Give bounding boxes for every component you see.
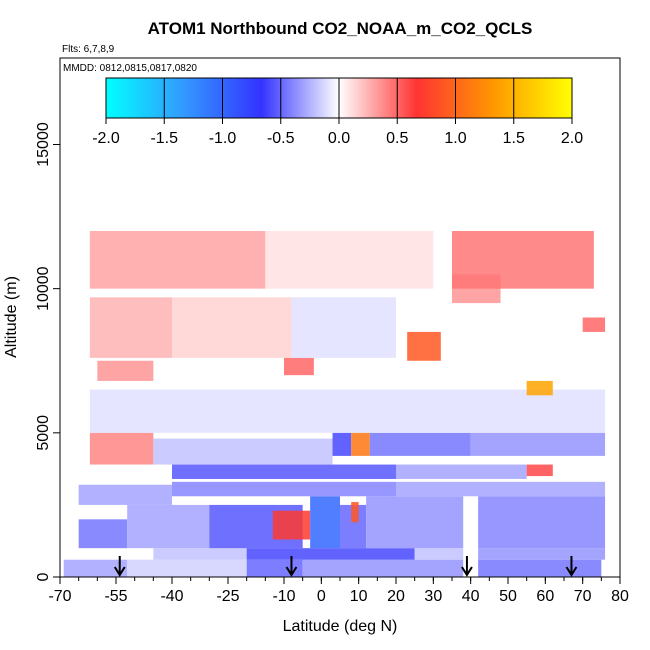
chart-title: ATOM1 Northbound CO2_NOAA_m_CO2_QCLS xyxy=(148,19,533,38)
heatmap-cell xyxy=(89,389,606,433)
x-tick-label: 10 xyxy=(350,588,368,605)
heatmap-cell xyxy=(351,432,370,456)
heatmap-cell xyxy=(63,559,128,577)
heatmap-cell xyxy=(396,481,606,497)
heatmap-cell xyxy=(127,559,247,577)
profile-markers xyxy=(113,556,578,577)
x-tick-label: 60 xyxy=(536,588,554,605)
y-tick-label: 5000 xyxy=(35,415,52,451)
heatmap-cell xyxy=(478,496,606,549)
heatmap-cell xyxy=(396,464,527,479)
heatmap-cell xyxy=(172,297,292,358)
colorbar-tick-label: 0.5 xyxy=(386,130,408,147)
colorbar-ticks: -2.0 -1.5 -1.0 -0.5 0.0 0.5 1.0 1.5 2.0 xyxy=(92,78,583,147)
heatmap-cell xyxy=(89,231,266,289)
profile-arrow-head xyxy=(285,566,298,577)
heatmap-cell xyxy=(291,297,396,358)
heatmap-cell xyxy=(127,504,210,549)
heatmap-cell xyxy=(582,317,606,332)
x-tick-label: -55 xyxy=(104,588,127,605)
heatmap-cell xyxy=(78,484,172,505)
heatmap-cell xyxy=(351,502,359,523)
colorbar-tick-label: -0.5 xyxy=(267,130,295,147)
heatmap-cell xyxy=(310,496,340,549)
x-tick-label: 30 xyxy=(424,588,442,605)
heatmap-cell xyxy=(97,360,154,381)
heatmap-cell xyxy=(526,464,553,477)
heatmap-cell xyxy=(414,548,464,560)
heatmap-cell xyxy=(366,496,464,549)
heatmap-cell xyxy=(172,481,396,497)
x-tick-label: 50 xyxy=(499,588,517,605)
x-tick-label: 0 xyxy=(317,588,326,605)
colorbar-tick-label: -1.5 xyxy=(150,130,178,147)
y-tick-label: 15000 xyxy=(35,122,52,167)
y-tick-label: 0 xyxy=(35,572,52,581)
dates-label: MMDD: 0812,0815,0817,0820 xyxy=(63,63,197,74)
colorbar-tick-label: 2.0 xyxy=(561,130,583,147)
heatmap-cell xyxy=(478,548,606,560)
heatmap-cell xyxy=(246,548,415,560)
profile-arrow-head xyxy=(113,566,126,577)
x-tick-label: 80 xyxy=(611,588,629,605)
heatmap-cell xyxy=(78,519,128,549)
heatmap-cell xyxy=(89,297,172,358)
heatmap-cell xyxy=(246,559,303,577)
colorbar-tick-label: 0.0 xyxy=(328,130,350,147)
heatmap-cell xyxy=(272,510,311,540)
y-tick-label: 10000 xyxy=(35,266,52,311)
heatmap-cell xyxy=(153,548,247,560)
heatmap-layer xyxy=(63,231,606,577)
heatmap-cell xyxy=(470,432,606,456)
x-tick-label: -10 xyxy=(272,588,295,605)
colorbar-tick-label: 1.5 xyxy=(503,130,525,147)
profile-arrow-head xyxy=(461,566,473,577)
heatmap-cell xyxy=(89,432,154,465)
x-tick-label: 70 xyxy=(574,588,592,605)
heatmap-cell xyxy=(153,438,333,465)
x-tick-label: -25 xyxy=(216,588,239,605)
x-axis-label: Latitude (deg N) xyxy=(283,618,398,635)
x-axis: -70 -55 -40 -25 -10 0 10 20 30 40 50 60 70 80 xyxy=(48,577,629,605)
heatmap-cell xyxy=(265,231,434,289)
heatmap-cell xyxy=(478,559,602,577)
heatmap-cell xyxy=(332,432,352,456)
x-tick-label: -40 xyxy=(160,588,183,605)
x-tick-label: -70 xyxy=(48,588,71,605)
colorbar-tick-label: 1.0 xyxy=(444,130,466,147)
colorbar-tick-label: -2.0 xyxy=(92,130,120,147)
heatmap-cell xyxy=(284,357,314,376)
heatmap-cell xyxy=(302,559,464,577)
flights-label: Flts: 6,7,8,9 xyxy=(62,44,115,55)
y-axis-label: Altitude (m) xyxy=(3,276,20,358)
heatmap-cell xyxy=(369,432,471,456)
heatmap-cell xyxy=(526,380,553,396)
heatmap-cell xyxy=(172,464,396,479)
x-tick-label: 20 xyxy=(387,588,405,605)
heatmap-cell xyxy=(407,331,441,361)
colorbar-tick-label: -1.0 xyxy=(209,130,237,147)
y-axis: 0 5000 10000 15000 xyxy=(35,122,60,581)
heatmap-cell xyxy=(452,231,594,289)
profile-arrow-head xyxy=(565,566,578,577)
x-tick-label: 40 xyxy=(462,588,480,605)
